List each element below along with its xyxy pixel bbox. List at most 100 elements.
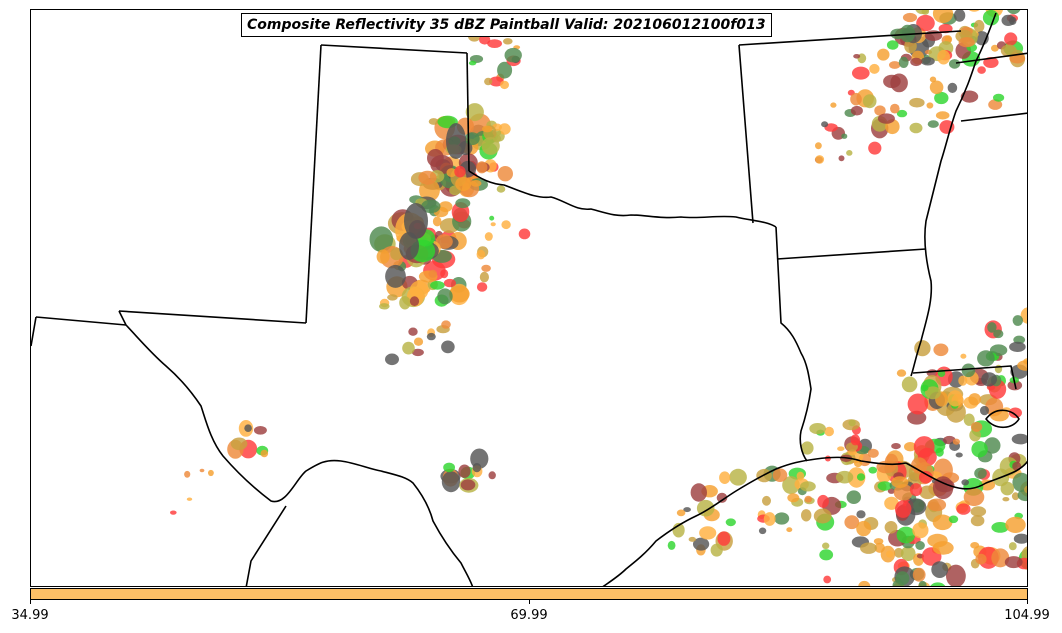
reflectivity-cell — [1005, 516, 1026, 534]
reflectivity-cell — [699, 526, 717, 540]
reflectivity-cell — [489, 215, 495, 221]
reflectivity-cell — [973, 19, 985, 33]
reflectivity-cell — [488, 471, 496, 480]
reflectivity-cell — [426, 332, 436, 341]
reflectivity-cell — [497, 61, 513, 79]
reflectivity-cell — [468, 60, 477, 66]
reflectivity-cell — [719, 471, 731, 485]
reflectivity-cell — [390, 247, 403, 261]
reflectivity-cell — [430, 280, 445, 290]
nm-south-border — [118, 310, 307, 324]
reflectivity-cell — [929, 80, 944, 95]
reflectivity-cell — [1009, 341, 1026, 352]
reflectivity-cell — [860, 542, 877, 554]
reflectivity-cell — [886, 550, 894, 558]
la-coast — [905, 460, 1027, 490]
reflectivity-cell — [1011, 433, 1027, 445]
reflectivity-cell — [910, 57, 922, 67]
ms-la-border — [912, 365, 1017, 390]
nm-east-border — [305, 44, 322, 324]
reflectivity-cell — [817, 494, 829, 508]
mexico-state-border — [245, 505, 287, 586]
reflectivity-cell — [856, 510, 866, 519]
reflectivity-cell — [683, 507, 691, 513]
reflectivity-cell — [899, 24, 916, 43]
reflectivity-cell — [970, 515, 985, 527]
reflectivity-cell — [946, 564, 966, 586]
reflectivity-cell — [960, 353, 967, 359]
reflectivity-cell — [402, 341, 415, 355]
reflectivity-cell — [886, 40, 899, 50]
reflectivity-cell — [823, 575, 832, 584]
reflectivity-cell — [411, 348, 424, 357]
reflectivity-cell — [868, 466, 878, 474]
reflectivity-cell — [987, 322, 997, 333]
reflectivity-cell — [919, 485, 936, 500]
reflectivity-cell — [667, 540, 676, 550]
reflectivity-cell — [1012, 315, 1023, 326]
ar-north-border — [738, 30, 962, 46]
reflectivity-cell — [844, 515, 860, 530]
reflectivity-cell — [907, 393, 929, 415]
reflectivity-cell — [441, 320, 451, 329]
reflectivity-cell — [937, 49, 950, 65]
reflectivity-cell — [496, 185, 506, 193]
reflectivity-cell — [440, 269, 449, 279]
reflectivity-cell — [952, 438, 961, 445]
reflectivity-cell — [432, 216, 442, 227]
reflectivity-cell — [981, 372, 997, 387]
reflectivity-cell — [893, 484, 913, 501]
reflectivity-cell — [991, 522, 1009, 533]
reflectivity-cell — [900, 546, 916, 562]
reflectivity-cell — [1008, 542, 1017, 551]
reflectivity-cell — [947, 390, 963, 407]
reflectivity-cell — [933, 343, 949, 357]
reflectivity-cell — [696, 499, 715, 517]
reflectivity-cell — [408, 327, 418, 336]
reflectivity-cell — [387, 294, 398, 301]
reflectivity-cell — [186, 497, 193, 501]
reflectivity-cell — [482, 125, 493, 133]
reflectivity-cell — [970, 506, 987, 517]
colorbar-tick-label-max: 104.99 — [1004, 608, 1050, 623]
reflectivity-cell — [813, 508, 832, 524]
reflectivity-cell — [915, 541, 925, 550]
reflectivity-cell — [430, 155, 454, 175]
reflectivity-cell — [853, 54, 861, 59]
colorbar-tick-mark — [529, 600, 530, 604]
reflectivity-cell — [960, 90, 979, 103]
reflectivity-cell — [983, 57, 999, 68]
reflectivity-cell — [971, 441, 988, 458]
reflectivity-cell — [856, 473, 866, 481]
reflectivity-cell — [476, 161, 488, 174]
lake-pontchartrain — [985, 409, 1020, 429]
reflectivity-cell — [991, 44, 999, 52]
reflectivity-cell — [458, 464, 471, 478]
reflectivity-cell — [907, 410, 927, 425]
reflectivity-cell — [924, 386, 941, 400]
reflectivity-cell — [949, 59, 961, 69]
reflectivity-cell — [409, 280, 429, 300]
reflectivity-paintball-layer — [170, 10, 1027, 586]
reflectivity-cell — [787, 493, 800, 503]
reflectivity-cell — [369, 226, 394, 252]
reflectivity-cell — [801, 509, 812, 522]
reflectivity-cell — [891, 476, 909, 488]
reflectivity-cell — [822, 542, 830, 550]
reflectivity-cell — [869, 63, 880, 74]
reflectivity-cell — [819, 549, 834, 561]
reflectivity-cell — [399, 232, 419, 260]
reflectivity-cell — [961, 479, 969, 486]
ar-la-border — [776, 248, 927, 260]
reflectivity-cell — [846, 150, 853, 156]
reflectivity-cell — [989, 344, 1008, 357]
colorbar — [30, 588, 1028, 600]
reflectivity-cell — [710, 543, 723, 557]
reflectivity-cell — [918, 580, 927, 586]
map-title: Composite Reflectivity 35 dBZ Paintball … — [241, 13, 772, 37]
reflectivity-cell — [884, 521, 898, 534]
reflectivity-cell — [815, 142, 822, 150]
colorbar-tick-mark — [1027, 600, 1028, 604]
reflectivity-cell — [898, 56, 909, 68]
reflectivity-cell — [909, 122, 923, 134]
